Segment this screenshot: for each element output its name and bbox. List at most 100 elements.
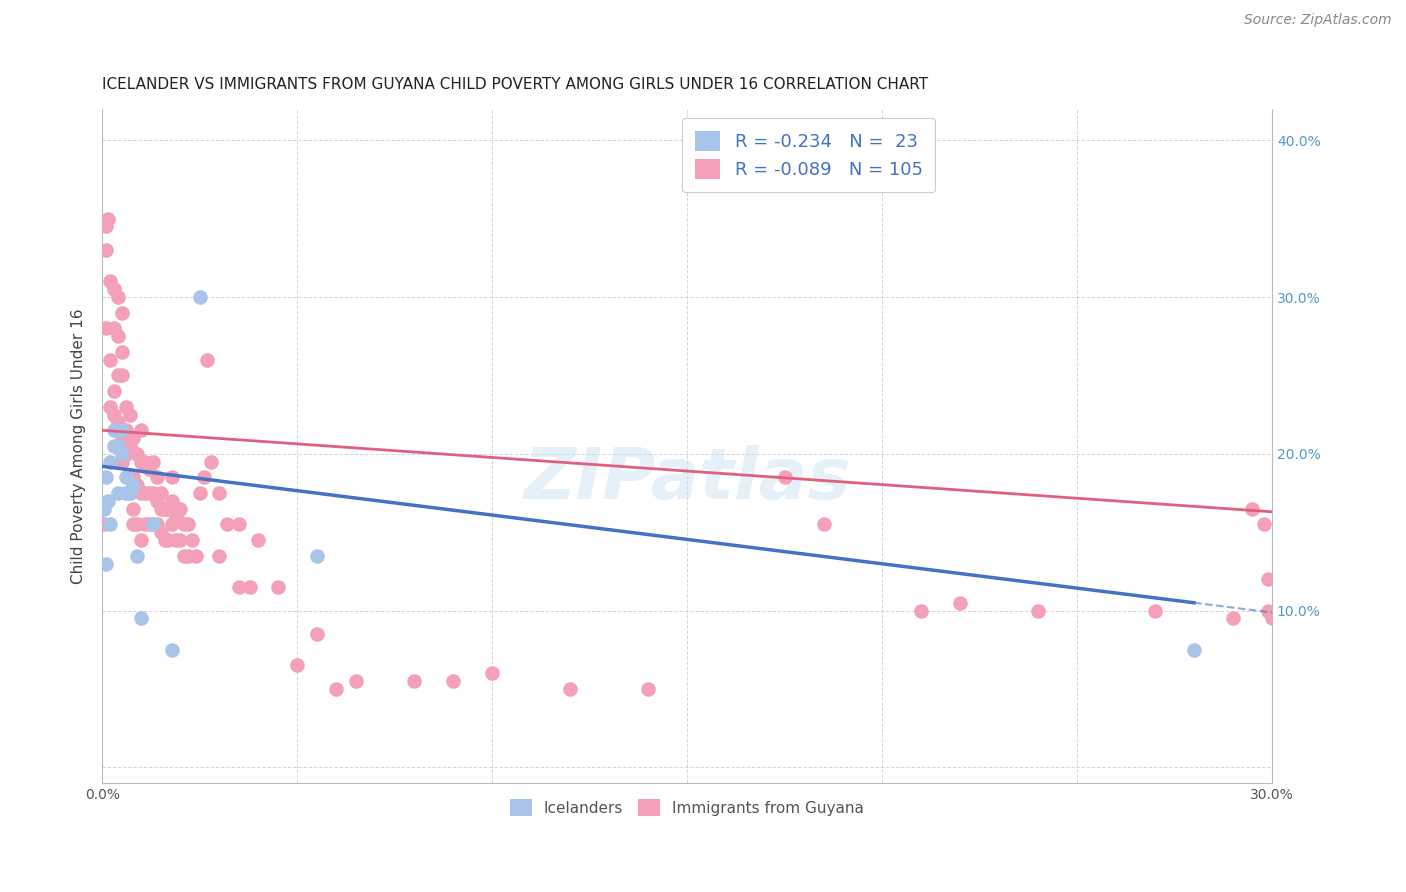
Point [138, 517, 160, 532]
Point [1182, 642, 1205, 657]
Point [173, 517, 195, 532]
Point [142, 455, 165, 469]
Text: ZIPatlas: ZIPatlas [523, 445, 851, 514]
Point [188, 290, 211, 304]
Point [114, 486, 136, 500]
Point [93, 501, 115, 516]
Point [1222, 611, 1244, 625]
Point [1261, 611, 1284, 625]
Point [153, 533, 176, 547]
Point [200, 455, 222, 469]
Point [142, 486, 165, 500]
Point [127, 517, 149, 532]
Point [188, 486, 211, 500]
Point [149, 486, 172, 500]
Point [94, 470, 117, 484]
Point [285, 658, 308, 673]
Point [1143, 604, 1166, 618]
Point [149, 525, 172, 540]
Point [558, 681, 581, 696]
Point [162, 642, 184, 657]
Point [157, 501, 180, 516]
Point [157, 533, 180, 547]
Point [107, 486, 129, 500]
Point [162, 517, 184, 532]
Point [114, 423, 136, 437]
Point [98, 274, 121, 288]
Point [637, 681, 659, 696]
Point [103, 384, 125, 398]
Point [114, 400, 136, 414]
Point [228, 580, 250, 594]
Point [215, 517, 238, 532]
Point [98, 352, 121, 367]
Point [146, 470, 169, 484]
Point [111, 447, 134, 461]
Point [94, 219, 117, 234]
Point [111, 455, 134, 469]
Point [146, 517, 169, 532]
Point [325, 681, 347, 696]
Point [146, 493, 169, 508]
Point [165, 509, 187, 524]
Point [111, 431, 134, 445]
Point [94, 243, 117, 257]
Point [134, 486, 156, 500]
Legend: Icelanders, Immigrants from Guyana: Icelanders, Immigrants from Guyana [505, 793, 870, 822]
Point [208, 549, 231, 563]
Point [118, 486, 141, 500]
Point [122, 431, 145, 445]
Point [97, 211, 120, 226]
Point [127, 549, 149, 563]
Point [177, 549, 200, 563]
Point [114, 470, 136, 484]
Point [910, 604, 932, 618]
Point [94, 557, 117, 571]
Point [103, 408, 125, 422]
Point [103, 439, 125, 453]
Point [98, 517, 121, 532]
Point [247, 533, 270, 547]
Point [94, 321, 117, 335]
Point [103, 423, 125, 437]
Point [107, 329, 129, 343]
Point [134, 455, 156, 469]
Point [197, 352, 219, 367]
Point [129, 423, 152, 437]
Point [122, 470, 145, 484]
Point [165, 533, 187, 547]
Point [129, 455, 152, 469]
Point [949, 596, 972, 610]
Y-axis label: Child Poverty Among Girls Under 16: Child Poverty Among Girls Under 16 [72, 309, 86, 583]
Point [173, 549, 195, 563]
Point [180, 533, 202, 547]
Point [129, 611, 152, 625]
Text: ICELANDER VS IMMIGRANTS FROM GUYANA CHILD POVERTY AMONG GIRLS UNDER 16 CORRELATI: ICELANDER VS IMMIGRANTS FROM GUYANA CHIL… [103, 78, 928, 93]
Point [107, 368, 129, 383]
Point [107, 439, 129, 453]
Point [103, 321, 125, 335]
Point [1026, 604, 1049, 618]
Point [122, 478, 145, 492]
Point [344, 674, 367, 689]
Point [134, 517, 156, 532]
Point [441, 674, 464, 689]
Point [162, 470, 184, 484]
Point [118, 486, 141, 500]
Point [111, 306, 134, 320]
Point [111, 345, 134, 359]
Point [107, 290, 129, 304]
Point [193, 470, 215, 484]
Point [184, 549, 207, 563]
Point [169, 501, 191, 516]
Point [111, 368, 134, 383]
Point [122, 517, 145, 532]
Point [103, 282, 125, 296]
Point [138, 486, 160, 500]
Point [129, 533, 152, 547]
Point [773, 470, 796, 484]
Point [111, 423, 134, 437]
Point [118, 470, 141, 484]
Point [305, 627, 328, 641]
Point [129, 486, 152, 500]
